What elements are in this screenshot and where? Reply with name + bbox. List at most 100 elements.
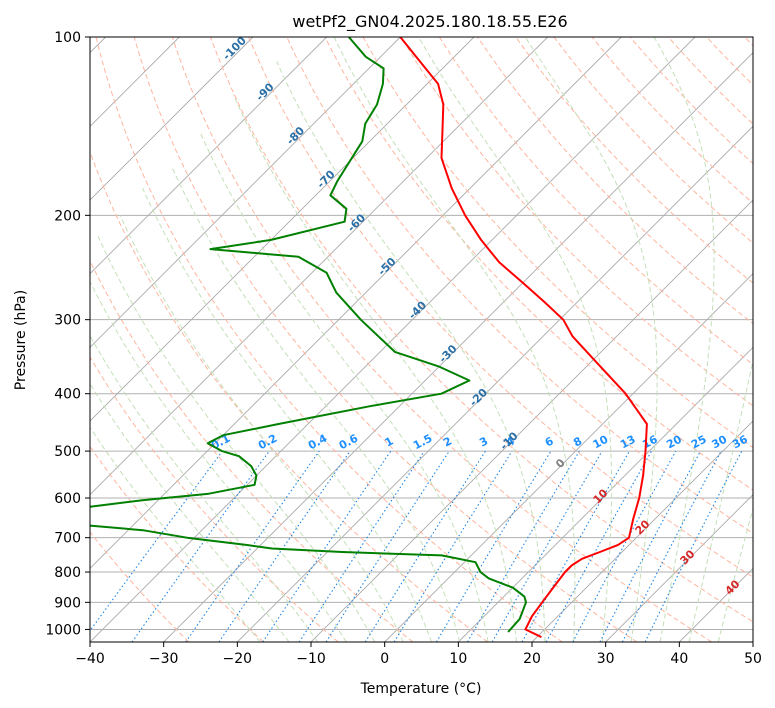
isotherm-line xyxy=(531,420,753,642)
dry-adiabat-line xyxy=(362,37,753,449)
dry-adiabat-line xyxy=(591,37,753,204)
moist-adiabat-line xyxy=(90,334,319,642)
x-tick-label: 50 xyxy=(744,651,762,667)
y-tick-label: 100 xyxy=(54,30,81,46)
x-tick-label: −10 xyxy=(296,651,326,667)
x-tick-label: 40 xyxy=(670,651,688,667)
dry-adiabat-label: -10 xyxy=(497,429,520,452)
mixing-ratio-line xyxy=(298,450,425,642)
mixing-ratio-line xyxy=(644,450,743,642)
dry-adiabat-line xyxy=(400,37,753,407)
dry-adiabat-line xyxy=(438,37,753,365)
dry-adiabat-line xyxy=(477,37,753,325)
moist-adiabat-line xyxy=(170,165,461,642)
x-tick-label: −20 xyxy=(223,651,253,667)
dry-adiabat-line xyxy=(133,37,638,642)
moist-adiabat-line xyxy=(90,426,261,642)
dry-adiabat-line xyxy=(95,37,563,642)
isotherm-line xyxy=(90,37,475,422)
mixing-ratio-label: 36 xyxy=(730,433,750,452)
mixing-ratio-label: 3 xyxy=(477,434,490,449)
moist-adiabat-label: 20 xyxy=(633,517,653,537)
mixing-ratio-line xyxy=(545,450,653,642)
x-tick-label: 0 xyxy=(380,651,389,667)
x-axis-label: Temperature (°C) xyxy=(360,681,482,697)
dry-adiabat-label: -20 xyxy=(467,386,490,409)
temperature-profile-line xyxy=(399,37,648,639)
dry-adiabat-line xyxy=(248,37,753,578)
dry-adiabat-label: -90 xyxy=(253,80,276,103)
isotherm-line xyxy=(90,37,622,569)
dry-adiabat-line xyxy=(324,37,753,491)
mixing-ratio-line xyxy=(393,450,513,642)
isotherm-line xyxy=(605,494,753,642)
y-tick-label: 600 xyxy=(54,491,81,507)
y-tick-label: 700 xyxy=(54,531,81,547)
dry-adiabat-line xyxy=(90,259,414,642)
moist-adiabat-line xyxy=(119,215,404,642)
isotherm-line xyxy=(679,567,753,642)
dry-adiabat-line xyxy=(90,445,264,642)
isotherm-line xyxy=(752,641,753,642)
moist-adiabat-line xyxy=(90,280,347,642)
mixing-ratio-label: 0.4 xyxy=(306,432,330,453)
isotherm-line xyxy=(90,37,254,201)
moist-adiabat-label: 30 xyxy=(678,547,698,567)
mixing-ratio-label: 20 xyxy=(664,433,684,452)
y-tick-label: 1000 xyxy=(45,622,81,638)
moist-adiabat-line xyxy=(524,37,658,642)
plot-frame xyxy=(89,36,754,643)
dry-adiabat-line xyxy=(90,356,339,642)
moist-adiabat-line xyxy=(90,382,290,642)
dry-adiabat-line xyxy=(90,150,488,642)
mixing-ratio-label: 6 xyxy=(543,434,556,449)
mixing-ratio-line xyxy=(90,450,223,632)
isotherm-line xyxy=(458,346,753,642)
moist-adiabat-line xyxy=(418,37,613,642)
y-tick-label: 400 xyxy=(54,387,81,403)
dry-adiabat-line xyxy=(744,37,753,47)
dry-adiabat-label: -30 xyxy=(436,342,459,365)
moist-adiabat-line xyxy=(232,94,517,642)
y-tick-label: 900 xyxy=(54,595,81,611)
moist-adiabat-line xyxy=(142,187,432,642)
mixing-ratio-label: 8 xyxy=(571,434,584,449)
moist-adiabat-line xyxy=(96,233,376,642)
moist-adiabat-line xyxy=(653,37,715,642)
isotherm-line xyxy=(237,125,753,642)
moist-adiabat-line xyxy=(333,37,576,642)
mixing-ratio-label: 1 xyxy=(383,434,396,449)
mixing-ratio-line xyxy=(131,450,270,642)
dry-adiabat-line xyxy=(286,37,753,534)
mixing-ratio-line xyxy=(621,450,722,642)
x-tick-label: 20 xyxy=(523,651,541,667)
isotherm-line xyxy=(90,37,327,275)
dry-adiabat-line xyxy=(171,37,712,642)
mixing-ratio-line xyxy=(262,450,392,642)
isotherm-line xyxy=(384,273,753,642)
dry-adiabat-label: -80 xyxy=(284,124,307,147)
x-tick-label: −30 xyxy=(149,651,179,667)
y-axis-label: Pressure (hPa) xyxy=(13,290,29,390)
mixing-ratio-line xyxy=(185,450,320,642)
moist-adiabat-line xyxy=(688,358,753,642)
mixing-ratio-line xyxy=(325,450,450,642)
isotherm-line xyxy=(90,37,401,348)
mixing-ratio-label: 25 xyxy=(689,433,709,452)
isotherm-line xyxy=(90,37,696,642)
mixing-ratio-line xyxy=(218,450,351,642)
moist-adiabat-line xyxy=(199,132,489,642)
dry-adiabat-line xyxy=(515,37,753,284)
mixing-ratio-label: 16 xyxy=(640,433,660,452)
dry-adiabat-line xyxy=(706,37,753,86)
y-tick-label: 500 xyxy=(54,444,81,460)
moist-adiabat-label: 10 xyxy=(591,486,611,506)
mixing-ratio-label: 10 xyxy=(591,433,611,452)
chart-title: wetPf2_GN04.2025.180.18.55.E26 xyxy=(292,12,567,32)
dry-adiabat-label: -100 xyxy=(220,34,249,63)
x-tick-label: −40 xyxy=(75,651,105,667)
moist-adiabat-label: 40 xyxy=(723,577,743,597)
x-tick-label: 10 xyxy=(449,651,467,667)
dewpoint-profile-line xyxy=(90,37,527,633)
